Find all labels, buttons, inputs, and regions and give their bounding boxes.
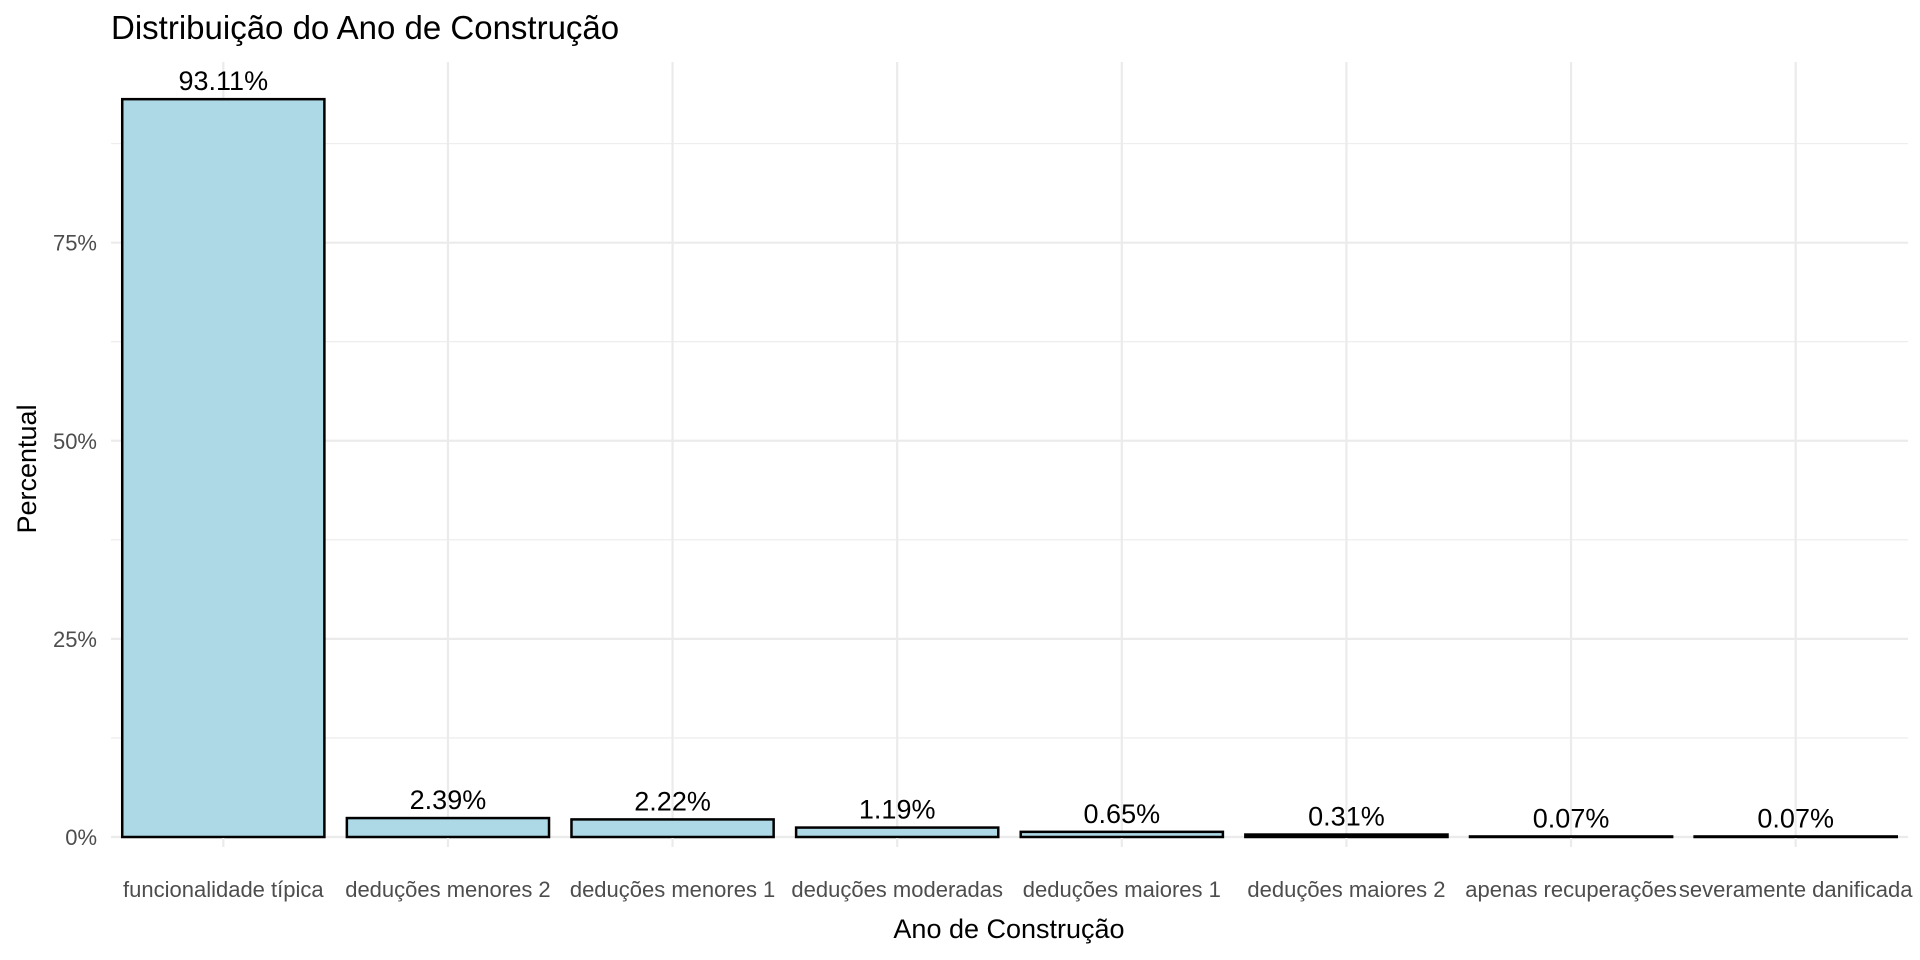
y-axis-ticks: 0% 25% 50% 75% — [53, 231, 97, 850]
x-tick-label: deduções menores 2 — [345, 877, 550, 902]
bar-value-label: 0.65% — [1084, 799, 1161, 829]
bar — [120, 97, 326, 839]
y-axis-title: Percentual — [12, 404, 42, 533]
bar-value-label: 0.07% — [1757, 803, 1834, 833]
data-labels-layer: 93.11% 2.39% 2.22% 1.19% 0.65% 0.31% 0.07% 0.07… — [179, 66, 1834, 833]
bars-layer — [120, 97, 1899, 839]
bar-value-label: 2.39% — [410, 785, 487, 815]
x-tick-label: deduções menores 1 — [570, 877, 775, 902]
bar — [1019, 830, 1225, 839]
bar-value-label: 0.31% — [1308, 802, 1385, 832]
bar — [794, 826, 1000, 839]
x-axis-ticks: funcionalidade típica deduções menores 2 d… — [123, 838, 1913, 902]
bar — [1468, 835, 1674, 839]
y-tick-label: 25% — [53, 627, 97, 652]
bar-value-label: 0.07% — [1533, 803, 1610, 833]
bar — [1693, 835, 1899, 839]
x-tick-label: deduções moderadas — [791, 877, 1003, 902]
bar — [345, 816, 551, 839]
bar-value-label: 2.22% — [634, 786, 711, 816]
bar — [1244, 833, 1449, 839]
x-tick-label: severamente danificada — [1679, 877, 1913, 902]
y-tick-label: 75% — [53, 231, 97, 256]
x-tick-label: deduções maiores 2 — [1247, 877, 1445, 902]
x-tick-label: apenas recuperações — [1465, 877, 1677, 902]
x-tick-label: funcionalidade típica — [123, 877, 324, 902]
y-tick-label: 50% — [53, 429, 97, 454]
y-tick-label: 0% — [65, 825, 97, 850]
bar-value-label: 93.11% — [179, 66, 269, 96]
x-tick-label: deduções maiores 1 — [1023, 877, 1221, 902]
chart-title: Distribuição do Ano de Construção — [111, 9, 619, 46]
grid-layer — [111, 62, 1908, 839]
bar — [570, 818, 775, 839]
x-axis-title: Ano de Construção — [893, 914, 1124, 944]
bar-value-label: 1.19% — [859, 795, 936, 825]
